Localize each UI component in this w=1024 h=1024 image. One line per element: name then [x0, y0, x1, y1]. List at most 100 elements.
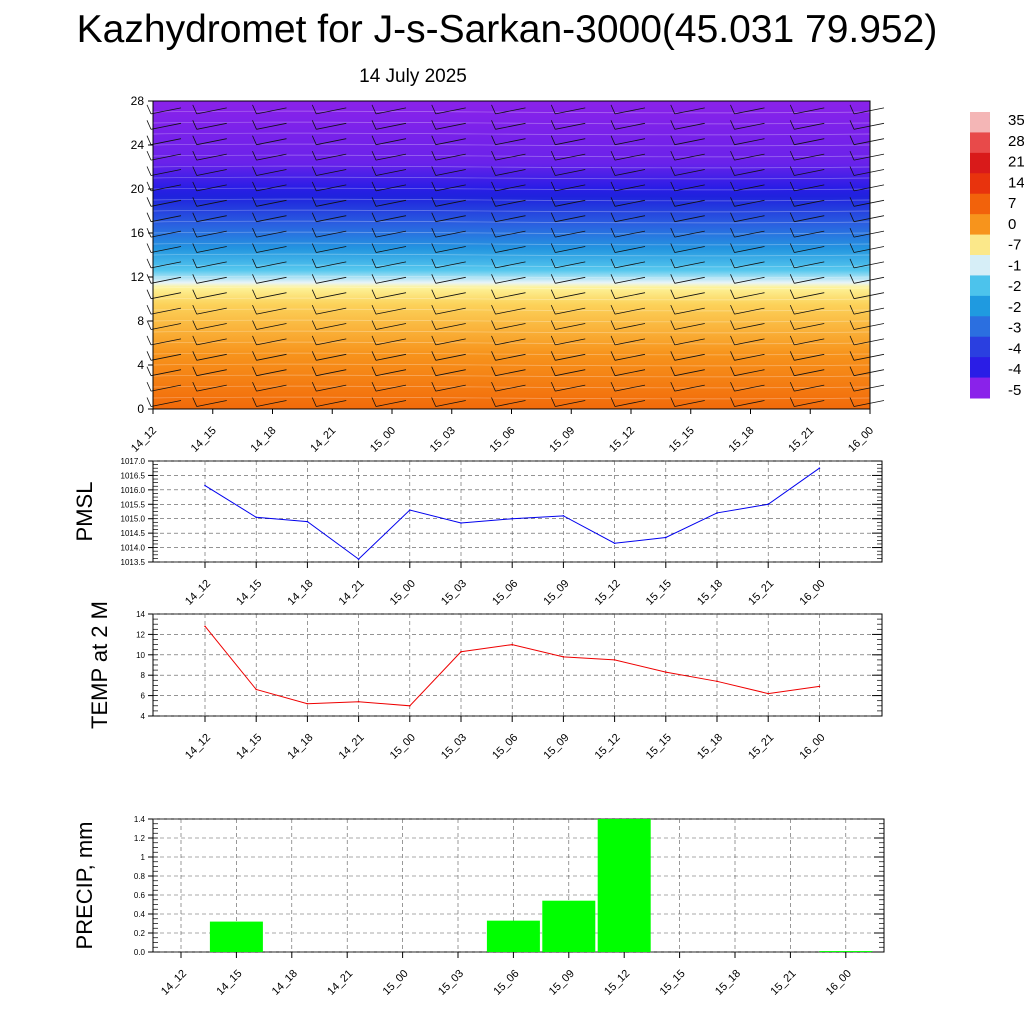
x-tick-label: 15_12 — [607, 425, 637, 455]
data-point — [460, 650, 462, 653]
wind-barb — [789, 197, 825, 207]
wind-barb — [789, 258, 825, 269]
wind-barb — [670, 104, 705, 115]
wind-barb — [730, 335, 765, 346]
wind-barb — [670, 150, 705, 161]
wind-barb — [146, 243, 182, 253]
wind-barb — [431, 289, 466, 300]
wind-barb — [670, 274, 705, 284]
wind-barb — [192, 150, 227, 161]
wind-barb — [431, 212, 466, 223]
wind-barb — [610, 120, 646, 130]
wind-barb — [670, 320, 705, 330]
wind-barb — [789, 366, 825, 377]
wind-barb — [146, 120, 182, 130]
wind-barb — [550, 304, 586, 315]
x-tick-label: 15_00 — [388, 732, 418, 762]
wind-barb — [252, 366, 287, 377]
wind-barb — [550, 320, 586, 330]
y-tick-label: 0.2 — [134, 929, 146, 938]
contour-line — [152, 165, 871, 169]
wind-barb — [610, 104, 646, 115]
wind-barb — [610, 289, 646, 300]
x-tick-label: 15_00 — [368, 425, 398, 455]
colorbar-label: -3 — [1008, 320, 1021, 337]
wind-barb — [670, 166, 705, 176]
wind-barb — [311, 135, 347, 146]
wind-barb — [730, 120, 765, 130]
wind-barb — [252, 320, 287, 330]
data-point — [716, 680, 718, 683]
wind-barb — [849, 381, 885, 392]
wind-barb — [670, 135, 705, 146]
wind-barb — [849, 397, 885, 407]
contour-line — [152, 121, 871, 125]
wind-barb — [730, 181, 765, 192]
wind-barb — [371, 150, 407, 161]
contour-line — [152, 264, 871, 268]
wind-barb — [252, 304, 287, 315]
colorbar-swatch — [970, 214, 990, 236]
x-tick-label: 14_21 — [337, 732, 367, 762]
wind-barb — [192, 227, 227, 238]
x-tick-label: 15_06 — [490, 578, 520, 608]
wind-barb — [789, 381, 825, 392]
x-tick-label: 16_00 — [797, 578, 827, 608]
data-point — [613, 542, 616, 545]
data-point — [767, 503, 769, 506]
x-tick-label: 14_15 — [214, 968, 244, 998]
wind-barb — [371, 304, 407, 315]
wind-barb — [146, 104, 182, 115]
wind-barb — [371, 320, 407, 330]
wind-barb — [849, 197, 885, 207]
y-tick-label: 1015.0 — [121, 515, 146, 524]
wind-barb — [491, 335, 526, 346]
wind-barb — [849, 274, 885, 284]
wind-barb — [311, 397, 347, 407]
colorbar-label: 0 — [1008, 216, 1016, 233]
wind-barb — [192, 289, 227, 300]
wind-barb — [730, 274, 765, 284]
x-tick-label: 16_00 — [824, 968, 854, 998]
wind-barb — [610, 366, 646, 377]
colorbar-swatch — [970, 132, 990, 154]
x-tick-label: 15_18 — [695, 578, 725, 608]
wind-barb — [670, 397, 705, 407]
y-tick-label: 1017.0 — [121, 457, 146, 466]
x-tick-label: 16_00 — [846, 425, 876, 455]
x-tick-label: 15_00 — [381, 968, 411, 998]
y-tick-label: 20 — [131, 182, 145, 196]
wind-barb — [146, 320, 182, 330]
wind-barb — [146, 304, 182, 315]
wind-barb — [192, 243, 227, 253]
x-tick-label: 15_09 — [547, 968, 577, 998]
colorbar-label: -2 — [1008, 278, 1021, 295]
wind-barb — [670, 335, 705, 346]
x-tick-label: 15_09 — [541, 732, 571, 762]
wind-barb — [192, 320, 227, 330]
wind-barb — [431, 120, 466, 130]
x-tick-label: 14_12 — [183, 732, 213, 762]
y-tick-label: 16 — [131, 226, 145, 240]
wind-barb — [371, 135, 407, 146]
wind-barb — [610, 212, 646, 223]
colorbar-swatch — [970, 173, 990, 195]
precip-bar — [597, 819, 651, 952]
y-axis-label: PMSL — [72, 482, 97, 542]
wind-barb — [146, 289, 182, 300]
wind-barb — [146, 381, 182, 392]
wind-barb — [610, 258, 646, 269]
wind-barb — [192, 258, 227, 269]
wind-barb — [849, 243, 885, 253]
wind-barb — [192, 335, 227, 346]
wind-barb — [610, 397, 646, 407]
wind-barb — [491, 366, 526, 377]
wind-barb — [192, 104, 227, 115]
contour-line — [152, 275, 871, 279]
colorbar-swatch — [970, 295, 990, 317]
wind-barb — [730, 197, 765, 207]
contour-line — [152, 341, 871, 345]
y-tick-label: 24 — [131, 138, 145, 152]
x-tick-label: 15_12 — [593, 578, 623, 608]
